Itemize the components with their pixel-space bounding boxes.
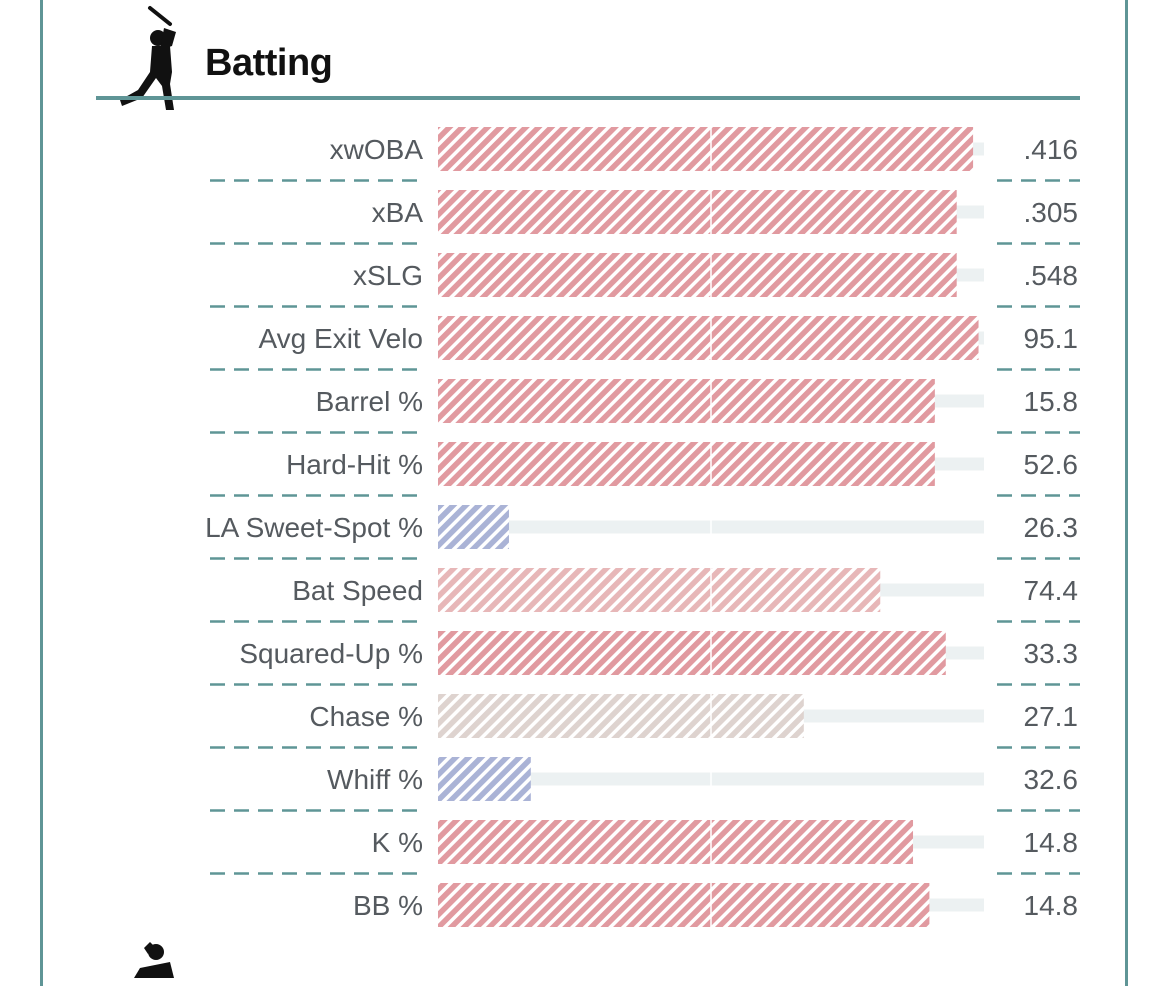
chart-row: Chase % 27.1: [210, 694, 1080, 749]
percentile-bar: [438, 757, 531, 801]
row-label: xwOBA: [330, 134, 424, 165]
row-label: Avg Exit Velo: [259, 323, 423, 354]
row-value: 95.1: [1024, 323, 1079, 354]
row-value: 15.8: [1024, 386, 1079, 417]
row-value: 27.1: [1024, 701, 1079, 732]
header-divider: [96, 96, 1080, 100]
row-label: xBA: [372, 197, 424, 228]
chart-row: Whiff % 32.6: [210, 757, 1080, 812]
row-label: Hard-Hit %: [286, 449, 423, 480]
chart-row: BB % 14.8: [353, 883, 1078, 927]
row-value: 14.8: [1024, 890, 1079, 921]
batter-silhouette-icon: [112, 2, 184, 112]
card-frame: [40, 0, 1128, 986]
chart-row: K % 14.8: [210, 820, 1080, 875]
percentile-bar: [438, 316, 979, 360]
percentile-bar: [438, 820, 914, 864]
row-label: Barrel %: [316, 386, 423, 417]
percentile-bar: [438, 127, 974, 171]
pitcher-silhouette-icon: [130, 938, 174, 978]
chart-row: xwOBA .416: [210, 127, 1080, 182]
chart-row: Bat Speed 74.4: [210, 568, 1080, 623]
row-label: K %: [372, 827, 423, 858]
row-label: Whiff %: [327, 764, 423, 795]
row-value: 52.6: [1024, 449, 1079, 480]
chart-row: LA Sweet-Spot % 26.3: [205, 505, 1080, 560]
row-value: .305: [1024, 197, 1079, 228]
percentile-bar: [438, 505, 509, 549]
row-value: 32.6: [1024, 764, 1079, 795]
percentile-bar: [438, 253, 957, 297]
percentile-bar: [438, 379, 935, 423]
row-label: Bat Speed: [292, 575, 423, 606]
chart-row: Squared-Up % 33.3: [210, 631, 1080, 686]
row-value: 33.3: [1024, 638, 1079, 669]
row-value: .548: [1024, 260, 1079, 291]
row-label: BB %: [353, 890, 423, 921]
row-label: Squared-Up %: [239, 638, 423, 669]
percentile-bar: [438, 631, 946, 675]
row-label: Chase %: [309, 701, 423, 732]
percentile-bar: [438, 442, 935, 486]
chart-row: Barrel % 15.8: [210, 379, 1080, 434]
row-value: 26.3: [1024, 512, 1079, 543]
row-label: LA Sweet-Spot %: [205, 512, 423, 543]
percentile-bar: [438, 694, 804, 738]
row-label: xSLG: [353, 260, 423, 291]
row-value: 74.4: [1024, 575, 1079, 606]
row-value: 14.8: [1024, 827, 1079, 858]
percentile-bar: [438, 190, 957, 234]
percentile-bar: [438, 568, 881, 612]
chart-row: Hard-Hit % 52.6: [210, 442, 1080, 497]
section-title: Batting: [205, 42, 333, 84]
row-value: .416: [1024, 134, 1079, 165]
chart-row: Avg Exit Velo 95.1: [210, 316, 1080, 371]
percentile-bar: [438, 883, 930, 927]
chart-row: xBA .305: [210, 190, 1080, 245]
chart-row: xSLG .548: [210, 253, 1080, 308]
